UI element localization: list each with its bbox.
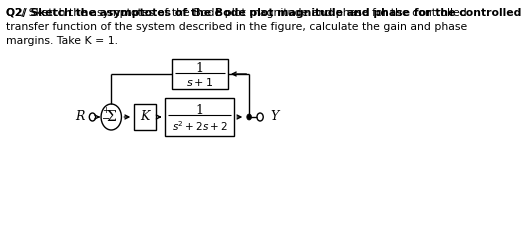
Circle shape — [247, 114, 251, 120]
Text: margins. Take K = 1.: margins. Take K = 1. — [6, 36, 118, 46]
Text: +: + — [103, 106, 109, 115]
Text: R: R — [75, 110, 85, 123]
Bar — [134, 104, 156, 130]
Text: K: K — [140, 110, 149, 123]
Text: $s + 1$: $s + 1$ — [186, 76, 214, 88]
Bar — [165, 98, 234, 136]
Text: −: − — [102, 114, 110, 124]
Bar — [171, 59, 228, 89]
Text: 1: 1 — [196, 62, 204, 76]
Text: Q2/ Sketch the asymptotes of the Bode plot magnitude and phase for the controlle: Q2/ Sketch the asymptotes of the Bode pl… — [6, 8, 467, 18]
Text: $s^2 + 2s + 2$: $s^2 + 2s + 2$ — [172, 119, 228, 133]
Text: 1: 1 — [196, 104, 204, 116]
Text: Q2/ Sketch the asymptotes of the Bode plot magnitude and phase for the controlle: Q2/ Sketch the asymptotes of the Bode pl… — [6, 8, 522, 18]
Text: transfer function of the system described in the figure, calculate the gain and : transfer function of the system describe… — [6, 22, 468, 32]
Text: Y: Y — [270, 110, 279, 123]
Text: Σ: Σ — [106, 110, 116, 124]
